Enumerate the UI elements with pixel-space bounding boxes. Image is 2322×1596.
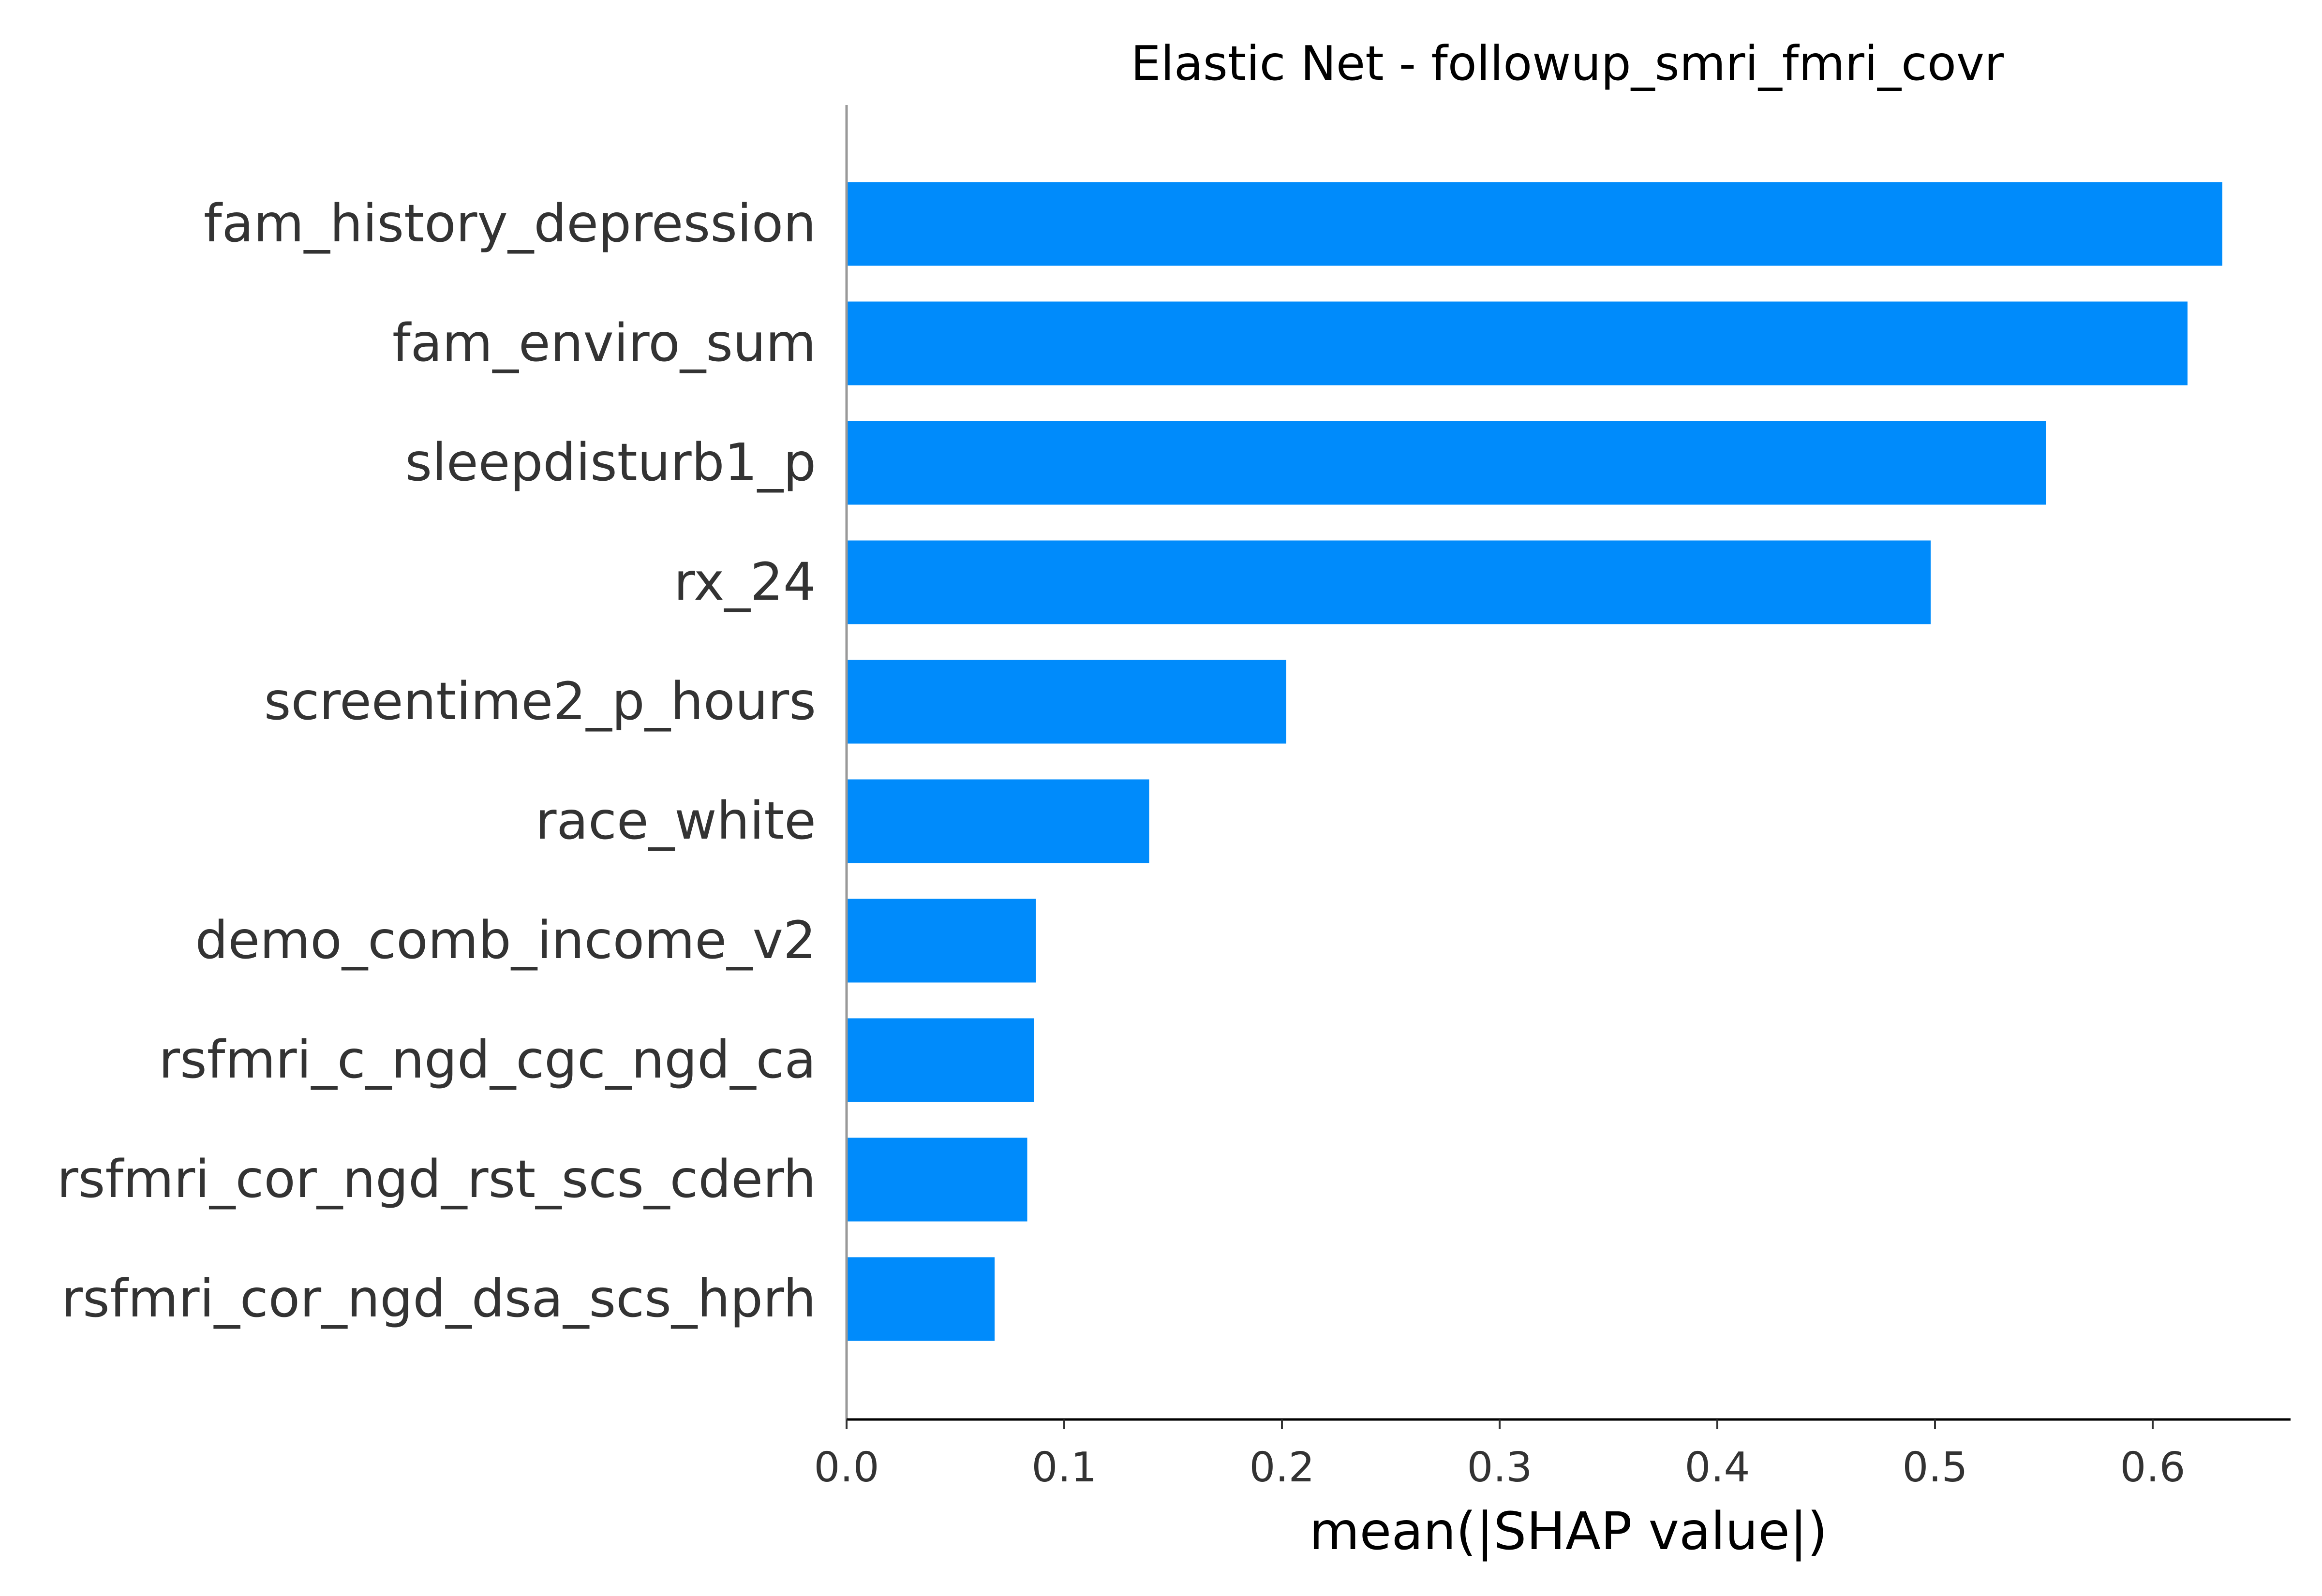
x-tick-label-0.0: 0.0 (814, 1444, 879, 1492)
bar-rsfmri_cor_ngd_dsa_scs_hprh (847, 1257, 995, 1341)
bar-rsfmri_cor_ngd_rst_scs_cderh (847, 1138, 1027, 1222)
category-label-rsfmri_c_ngd_cgc_ngd_ca: rsfmri_c_ngd_cgc_ngd_ca (159, 1030, 816, 1090)
x-tick-label-0.4: 0.4 (1684, 1444, 1750, 1492)
bar-screentime2_p_hours (847, 660, 1286, 744)
x-tick-label-0.1: 0.1 (1031, 1444, 1097, 1492)
category-label-rsfmri_cor_ngd_dsa_scs_hprh: rsfmri_cor_ngd_dsa_scs_hprh (61, 1269, 816, 1329)
bar-race_white (847, 779, 1149, 863)
x-tick-label-0.5: 0.5 (1902, 1444, 1967, 1492)
x-tick-label-0.2: 0.2 (1249, 1444, 1314, 1492)
x-ticks-group: 0.0 0.1 0.2 0.3 0.4 0.5 0.6 (814, 1419, 2186, 1492)
bar-rx_24 (847, 540, 1931, 624)
bar-fam_history_depression (847, 182, 2222, 266)
category-label-screentime2_p_hours: screentime2_p_hours (264, 672, 816, 732)
bars-group (847, 182, 2222, 1341)
category-label-rsfmri_cor_ngd_rst_scs_cderh: rsfmri_cor_ngd_rst_scs_cderh (57, 1150, 816, 1210)
bar-sleepdisturb1_p (847, 421, 2046, 505)
category-label-race_white: race_white (535, 791, 816, 851)
bar-rsfmri_c_ngd_cgc_ngd_ca (847, 1018, 1034, 1102)
category-label-fam_history_depression: fam_history_depression (204, 194, 816, 254)
category-label-rx_24: rx_24 (674, 552, 816, 612)
bar-fam_enviro_sum (847, 301, 2188, 385)
category-labels-group: fam_history_depression fam_enviro_sumslee… (57, 194, 816, 1329)
category-label-fam_enviro_sum: fam_enviro_sum (392, 313, 816, 373)
bar-demo_comb_income_v2 (847, 899, 1036, 983)
x-tick-label-0.6: 0.6 (2120, 1444, 2185, 1492)
x-tick-label-0.3: 0.3 (1467, 1444, 1532, 1492)
category-label-sleepdisturb1_p: sleepdisturb1_p (405, 433, 816, 493)
category-label-demo_comb_income_v2: demo_comb_income_v2 (195, 911, 816, 971)
chart-title: Elastic Net - followup_smri_fmri_covr (1131, 36, 2004, 91)
x-axis-label: mean(|SHAP value|) (1309, 1502, 1827, 1562)
